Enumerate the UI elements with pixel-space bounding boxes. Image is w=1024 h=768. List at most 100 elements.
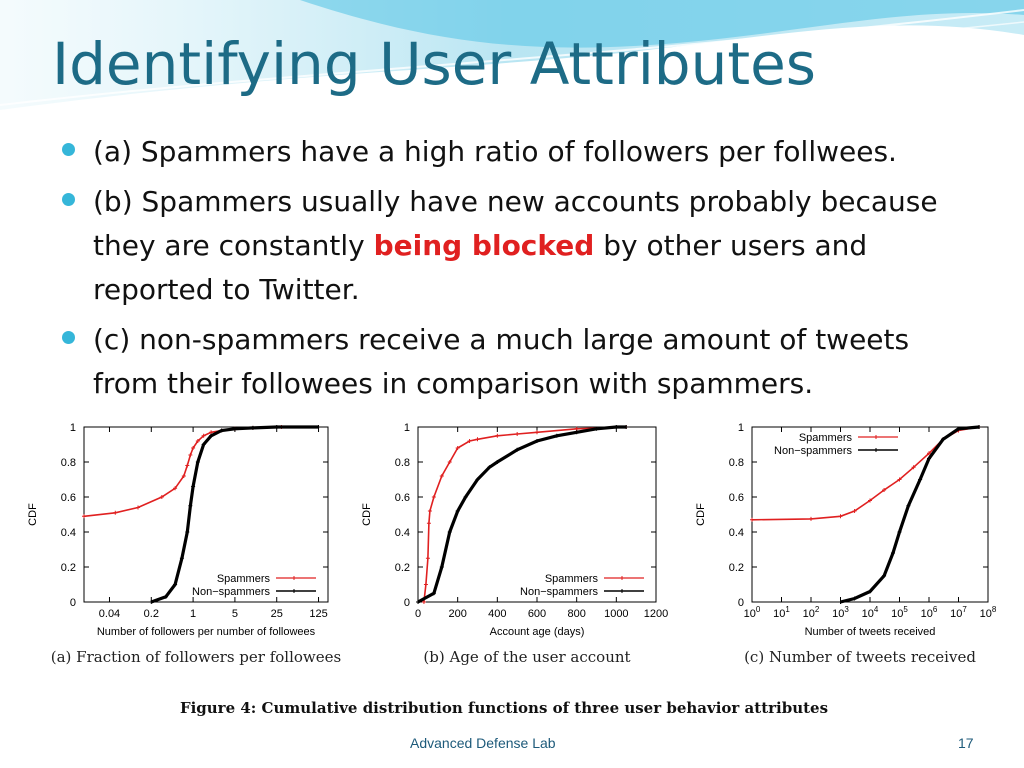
x-tick-label: 0.04 — [99, 608, 120, 620]
non-spammers-point — [574, 430, 579, 435]
chart-panel: 0 0.2 0.4 0.6 0.8 1 100 101 102 103 104 105 106 107 10… — [695, 422, 997, 666]
spammers-point — [195, 439, 200, 443]
legend-marker — [874, 435, 878, 439]
y-tick-label: 1 — [70, 422, 76, 434]
chart-subcaption: (b) Age of the user account — [423, 648, 630, 666]
x-tick-label: 200 — [448, 608, 466, 620]
x-axis-label: Number of followers per number of follow… — [97, 626, 316, 638]
bullet-list: (a) Spammers have a high ratio of follow… — [60, 130, 980, 412]
non-spammers-point — [173, 582, 178, 587]
legend-marker — [292, 589, 296, 593]
bullet-dot-icon — [62, 193, 75, 206]
y-tick-label: 0.2 — [61, 562, 76, 574]
y-tick-label: 0.8 — [61, 457, 76, 469]
chart-panel: 0 0.2 0.4 0.6 0.8 1 0.04 0.2 1 5 25 125 Number of fo… — [27, 422, 341, 666]
x-tick-label: 400 — [488, 608, 506, 620]
legend-label: Spammers — [799, 432, 853, 444]
spammers-point — [535, 430, 539, 435]
plot-frame — [417, 426, 657, 603]
bullet-text: by other users and reported to Twitter. — [93, 229, 868, 306]
non-spammers-point — [274, 425, 279, 429]
bullet-item: (a) Spammers have a high ratio of follow… — [60, 130, 980, 174]
non-spammers-point — [890, 551, 895, 555]
x-tick-label: 5 — [232, 608, 238, 620]
spammers-point — [425, 556, 430, 561]
chart-subcaption: (c) Number of tweets received — [744, 648, 976, 666]
legend-marker — [620, 576, 624, 580]
non-spammers-point — [209, 433, 214, 438]
spammers-point — [455, 446, 460, 450]
non-spammers-point — [416, 600, 420, 604]
spammers-point — [191, 446, 196, 450]
bullet-highlight: being blocked — [373, 229, 595, 262]
x-tick-label: 101 — [773, 605, 790, 620]
bullet-dot-icon — [62, 331, 75, 344]
non-spammers-point — [463, 495, 468, 499]
non-spammers-point — [977, 425, 982, 429]
footer-text: Advanced Defense Lab — [410, 735, 556, 751]
non-spammers-point — [475, 477, 480, 482]
spammers-point — [201, 433, 206, 438]
non-spammers-point — [439, 565, 444, 569]
spammers-point — [897, 477, 902, 482]
non-spammers-point — [614, 425, 619, 429]
x-tick-label: 800 — [567, 608, 585, 620]
x-tick-label: 1200 — [644, 608, 668, 620]
y-tick-label: 0.4 — [395, 527, 410, 539]
bullet-text: (c) non-spammers receive a much large am… — [93, 323, 910, 400]
spammers-point — [185, 463, 190, 468]
non-spammers-point — [624, 425, 629, 429]
spammers-point — [431, 495, 436, 499]
non-spammers-point — [185, 530, 190, 534]
y-tick-label: 0.8 — [729, 457, 744, 469]
non-spammers-point — [487, 465, 492, 470]
chart-panel: 0 0.2 0.4 0.6 0.8 1 0 200 400 600 800 1000 1200 Accou… — [361, 422, 668, 666]
non-spammers-point — [149, 600, 154, 604]
spammers-point — [421, 600, 426, 604]
spammers-point — [868, 498, 872, 503]
spammers-point — [447, 460, 452, 464]
non-spammers-point — [554, 433, 559, 438]
spammers-point — [475, 437, 480, 442]
x-tick-label: 100 — [744, 605, 761, 620]
y-tick-label: 0.4 — [729, 527, 744, 539]
figure-caption: Figure 4: Cumulative distribution functi… — [180, 699, 828, 717]
spammers-point — [927, 451, 931, 456]
x-tick-label: 0.2 — [144, 608, 159, 620]
y-tick-label: 0.6 — [395, 492, 410, 504]
non-spammers-point — [455, 509, 460, 513]
legend-label: Non−spammers — [520, 586, 598, 598]
non-spammers-point — [918, 477, 923, 482]
spammers-series-line — [751, 426, 980, 521]
non-spammers-point — [316, 425, 321, 429]
non-spammers-point — [191, 484, 196, 489]
x-tick-label: 1000 — [604, 608, 628, 620]
slide-title: Identifying User Attributes — [52, 30, 817, 98]
non-spammers-point — [941, 437, 946, 442]
spammers-series-line — [423, 426, 627, 603]
non-spammers-series-line — [417, 425, 627, 604]
bullet-dot-icon — [62, 143, 75, 156]
spammers-point — [838, 514, 843, 519]
spammers-series-line — [83, 426, 319, 518]
legend-marker — [874, 448, 878, 452]
x-tick-label: 102 — [803, 605, 820, 620]
x-tick-label: 106 — [921, 605, 938, 620]
spammers-point — [209, 430, 214, 435]
spammers-point — [188, 453, 193, 457]
y-tick-label: 1 — [404, 422, 410, 434]
non-spammers-series-line — [840, 425, 980, 604]
spammers-point — [809, 516, 813, 521]
spammers-point — [495, 433, 500, 438]
legend-marker — [292, 576, 296, 580]
y-tick-label: 0.4 — [61, 527, 76, 539]
non-spammers-point — [882, 573, 887, 578]
spammers-point — [574, 426, 579, 431]
legend-label: Non−spammers — [774, 445, 852, 457]
y-axis-label: CDF — [695, 503, 707, 526]
spammers-point — [159, 495, 164, 499]
y-tick-label: 1 — [738, 422, 744, 434]
spammers-point — [173, 486, 178, 491]
bullet-item: (c) non-spammers receive a much large am… — [60, 318, 980, 406]
x-tick-label: 0 — [415, 608, 421, 620]
